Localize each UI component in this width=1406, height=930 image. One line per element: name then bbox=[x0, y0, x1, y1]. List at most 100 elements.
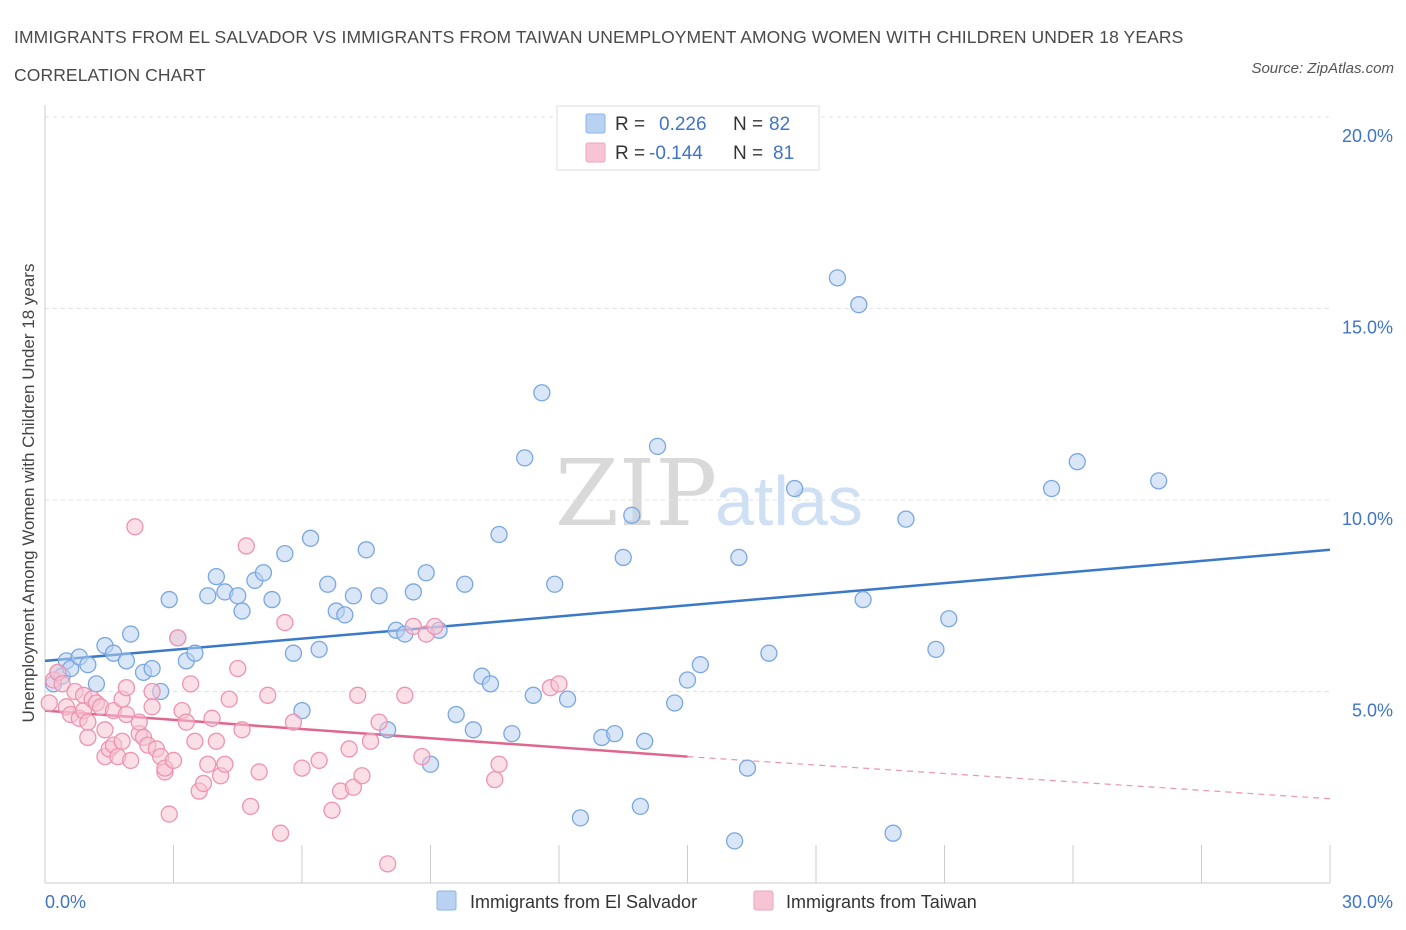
y-tick-label: 5.0% bbox=[1352, 701, 1393, 721]
point-taiwan bbox=[40, 694, 58, 712]
point-taiwan bbox=[203, 709, 221, 727]
point-el-salvador bbox=[336, 606, 354, 624]
point-el-salvador bbox=[87, 675, 106, 693]
series-legend-swatch-taiwan bbox=[753, 890, 774, 911]
point-el-salvador bbox=[614, 548, 632, 567]
axes bbox=[44, 105, 1331, 884]
series-legend: Immigrants from El Salvador Immigrants f… bbox=[436, 890, 977, 912]
point-taiwan bbox=[413, 747, 431, 766]
point-taiwan bbox=[216, 755, 234, 773]
legend-n-label: N = bbox=[733, 114, 763, 135]
point-taiwan bbox=[250, 763, 268, 781]
y-tick-label: 15.0% bbox=[1342, 318, 1393, 338]
point-taiwan bbox=[126, 518, 144, 536]
point-el-salvador bbox=[884, 824, 902, 842]
point-el-salvador bbox=[1068, 453, 1086, 471]
point-el-salvador bbox=[207, 567, 225, 586]
legend-n-value: 82 bbox=[769, 114, 790, 135]
point-taiwan bbox=[550, 675, 568, 693]
point-taiwan bbox=[143, 698, 161, 716]
point-taiwan bbox=[361, 732, 380, 750]
point-taiwan bbox=[271, 824, 290, 842]
point-taiwan bbox=[79, 728, 97, 747]
point-el-salvador bbox=[447, 705, 465, 724]
point-taiwan bbox=[233, 721, 251, 739]
point-el-salvador bbox=[417, 564, 435, 582]
point-el-salvador bbox=[738, 759, 757, 777]
point-taiwan bbox=[379, 855, 397, 873]
legend-swatch-el-salvador bbox=[585, 113, 606, 134]
point-el-salvador bbox=[319, 575, 337, 593]
point-el-salvador bbox=[310, 640, 328, 659]
point-el-salvador bbox=[648, 437, 667, 456]
point-el-salvador bbox=[233, 602, 251, 620]
legend-n-label: N = bbox=[733, 143, 763, 164]
point-taiwan bbox=[186, 732, 204, 750]
point-taiwan bbox=[340, 740, 358, 758]
point-el-salvador bbox=[691, 656, 709, 674]
watermark: ZIP atlas bbox=[555, 440, 863, 547]
point-taiwan bbox=[177, 713, 196, 731]
point-el-salvador bbox=[524, 686, 542, 704]
point-taiwan bbox=[96, 721, 114, 739]
point-el-salvador bbox=[357, 541, 375, 559]
source-credit: Source: ZipAtlas.com bbox=[1251, 60, 1394, 77]
point-taiwan bbox=[117, 705, 136, 724]
trend-line-el-salvador bbox=[44, 548, 1331, 663]
y-tick-label: 10.0% bbox=[1342, 509, 1393, 529]
point-el-salvador bbox=[143, 659, 161, 678]
point-el-salvador bbox=[828, 269, 847, 287]
point-taiwan bbox=[490, 755, 508, 773]
point-el-salvador bbox=[160, 590, 178, 609]
point-taiwan bbox=[310, 751, 328, 770]
point-el-salvador bbox=[666, 694, 684, 712]
point-el-salvador bbox=[678, 671, 697, 689]
series-legend-label-el-salvador: Immigrants from El Salvador bbox=[470, 892, 697, 912]
legend-n-value: 81 bbox=[773, 143, 794, 164]
point-taiwan bbox=[143, 682, 161, 701]
point-taiwan bbox=[486, 770, 504, 789]
point-el-salvador bbox=[464, 721, 482, 739]
point-taiwan bbox=[164, 751, 183, 770]
point-el-salvador bbox=[785, 479, 804, 498]
point-el-salvador bbox=[760, 644, 778, 662]
point-taiwan bbox=[199, 755, 217, 773]
trend-lines bbox=[44, 548, 1331, 800]
point-el-salvador bbox=[546, 575, 564, 593]
data-points bbox=[40, 269, 1168, 873]
point-taiwan bbox=[284, 713, 303, 731]
point-el-salvador bbox=[558, 690, 577, 708]
tick-labels: 5.0% 10.0% 15.0% 20.0% 0.0% 30.0% bbox=[45, 126, 1393, 912]
point-taiwan bbox=[160, 805, 178, 823]
watermark-atlas: atlas bbox=[715, 462, 863, 540]
point-taiwan bbox=[207, 732, 225, 750]
point-el-salvador bbox=[725, 832, 744, 850]
point-el-salvador bbox=[122, 625, 140, 643]
point-el-salvador bbox=[186, 644, 204, 662]
point-taiwan bbox=[293, 759, 311, 777]
point-el-salvador bbox=[199, 587, 217, 605]
x-tick-label: 30.0% bbox=[1342, 892, 1393, 912]
point-el-salvador bbox=[850, 296, 868, 314]
point-taiwan bbox=[181, 675, 200, 693]
point-taiwan bbox=[396, 686, 414, 704]
trend-line-taiwan bbox=[44, 709, 688, 758]
point-taiwan bbox=[79, 713, 97, 731]
point-el-salvador bbox=[293, 702, 311, 720]
point-taiwan bbox=[113, 732, 131, 750]
point-el-salvador bbox=[940, 610, 958, 628]
point-el-salvador bbox=[254, 564, 273, 582]
point-taiwan bbox=[370, 713, 388, 731]
point-el-salvador bbox=[854, 590, 872, 609]
point-el-salvador bbox=[104, 644, 123, 662]
point-el-salvador bbox=[276, 544, 294, 563]
y-axis-label: Unemployment Among Women with Children U… bbox=[19, 264, 38, 723]
point-el-salvador bbox=[79, 656, 97, 674]
legend-swatch-taiwan bbox=[585, 142, 606, 163]
point-el-salvador bbox=[503, 724, 521, 743]
legend-r-value: -0.144 bbox=[649, 143, 703, 164]
point-el-salvador bbox=[571, 809, 590, 827]
point-el-salvador bbox=[623, 506, 641, 524]
point-el-salvador bbox=[606, 724, 624, 743]
